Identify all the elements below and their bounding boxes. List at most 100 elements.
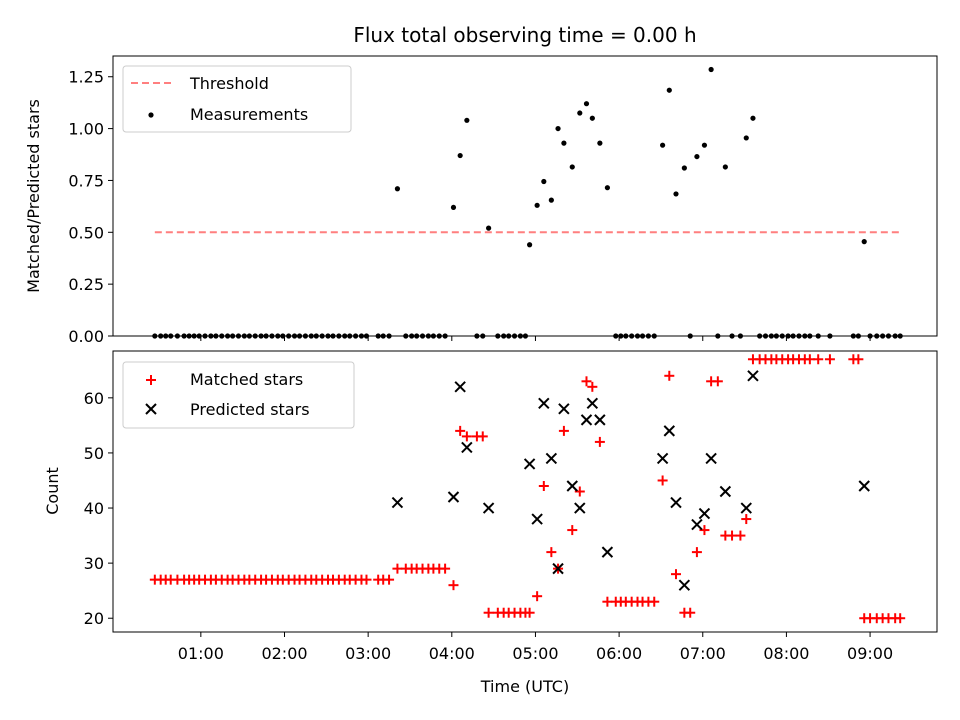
matched-stars-point [558, 425, 569, 436]
bottom-y-axis-label: Count [43, 467, 62, 515]
matched-stars-point [538, 480, 549, 491]
bottom-legend-box [122, 361, 355, 429]
measurement-point [604, 185, 611, 191]
bottom-legend: Matched stars Predicted stars [122, 361, 355, 429]
measurement-point [534, 202, 540, 208]
bottom-x-tick-label: 06:00 [596, 644, 642, 663]
top-chart-title: Flux total observing time = 0.00 h [353, 23, 696, 47]
measurement-point [673, 191, 679, 197]
predicted-stars-point [523, 458, 536, 470]
top-y-axis-label: Matched/Predicted stars [24, 99, 43, 293]
measurement-point [666, 87, 672, 93]
bottom-x-tick-label: 07:00 [680, 644, 726, 663]
bottom-y-tick-label: 50 [84, 444, 104, 463]
measurement-point [589, 115, 595, 121]
matched-stars-point [735, 530, 746, 541]
matched-stars-point [567, 525, 578, 536]
measurement-point [577, 110, 583, 116]
measurement-point [861, 239, 867, 245]
bottom-x-tick-label: 02:00 [261, 644, 307, 663]
legend-measurements-label: Measurements [190, 105, 308, 124]
bottom-x-tick-label: 01:00 [178, 644, 224, 663]
predicted-stars-point [454, 381, 466, 393]
matched-stars-point [804, 354, 815, 365]
matched-stars-point [853, 354, 864, 365]
measurement-point [555, 125, 561, 132]
predicted-stars-point [719, 485, 732, 498]
matched-stars-point [813, 354, 824, 365]
predicted-stars-point [858, 480, 870, 492]
bottom-x-axis-label: Time (UTC) [480, 677, 569, 696]
predicted-stars-point [698, 507, 711, 520]
predicted-stars-point [447, 491, 460, 503]
predicted-stars-point [678, 579, 691, 591]
matched-stars-point [477, 431, 488, 442]
matched-stars-point [532, 591, 543, 602]
bottom-y-tick-label: 40 [84, 499, 104, 518]
matched-stars-point [664, 370, 675, 381]
legend-measurements-swatch [148, 112, 154, 118]
top-legend-box [122, 65, 352, 133]
measurement-point [548, 197, 554, 203]
measurement-point [694, 153, 700, 160]
predicted-stars-point [391, 496, 404, 509]
matched-stars-point [649, 596, 660, 607]
measurement-point [527, 242, 533, 248]
top-y-tick-label: 0.25 [68, 275, 104, 294]
bottom-panel: 20 30 40 50 60 01:00 02:00 03:00 04:00 05:00 06:00… [43, 350, 938, 696]
predicted-stars-point [691, 518, 703, 531]
matched-stars-point [461, 431, 472, 442]
matched-stars-point [524, 607, 535, 618]
predicted-stars-point [747, 370, 759, 382]
legend-matched-label: Matched stars [190, 370, 303, 389]
measurement-point [708, 66, 714, 73]
predicted-stars-point [574, 502, 586, 514]
matched-stars-point [440, 563, 451, 574]
predicted-stars-point [670, 496, 682, 509]
predicted-stars-point [656, 452, 669, 465]
measurement-point [541, 178, 547, 185]
measurement-point [743, 135, 749, 141]
predicted-stars-point [663, 425, 676, 437]
measurement-point [486, 225, 492, 231]
predicted-stars-point [531, 513, 543, 525]
predicted-stars-point [601, 546, 614, 558]
legend-matched-swatch [146, 375, 156, 385]
legend-threshold-label: Threshold [189, 74, 269, 93]
matched-stars-point [824, 354, 835, 365]
bottom-axes-ticks: 20 30 40 50 60 01:00 02:00 03:00 04:00 05:00 06:00… [84, 389, 893, 663]
predicted-stars-point [558, 403, 570, 415]
bottom-axes-frame [112, 350, 938, 633]
predicted-stars-point [552, 562, 564, 575]
measurement-point [701, 142, 708, 148]
bottom-x-tick-label: 04:00 [429, 644, 475, 663]
matched-stars-point [594, 436, 605, 447]
measurement-point [569, 164, 575, 170]
legend-predicted-label: Predicted stars [190, 400, 310, 419]
matched-stars-point [455, 425, 466, 436]
bottom-plot-marks [149, 354, 906, 624]
matched-stars-point [602, 596, 613, 607]
predicted-stars-point [538, 397, 550, 410]
predicted-stars-point [482, 502, 495, 514]
matched-stars-point [895, 613, 906, 624]
bottom-x-tick-label: 08:00 [763, 644, 809, 663]
top-y-tick-label: 1.00 [68, 120, 104, 139]
bottom-y-tick-label: 30 [84, 554, 104, 573]
top-plot-marks [152, 66, 903, 339]
matched-stars-point [712, 376, 723, 387]
matched-stars-point [448, 580, 459, 591]
top-axes-frame [112, 55, 938, 337]
measurement-point [583, 101, 590, 107]
matched-stars-point [546, 547, 557, 558]
measurement-point [722, 164, 728, 170]
matched-stars-point [384, 574, 395, 585]
matched-stars-point [670, 569, 681, 580]
predicted-stars-point [580, 414, 593, 426]
bottom-x-tick-label: 09:00 [847, 644, 893, 663]
measurement-point [750, 115, 756, 121]
measurement-point [464, 117, 470, 123]
matched-stars-point [483, 607, 494, 618]
measurement-point [450, 204, 457, 211]
matched-stars-point [741, 514, 752, 525]
